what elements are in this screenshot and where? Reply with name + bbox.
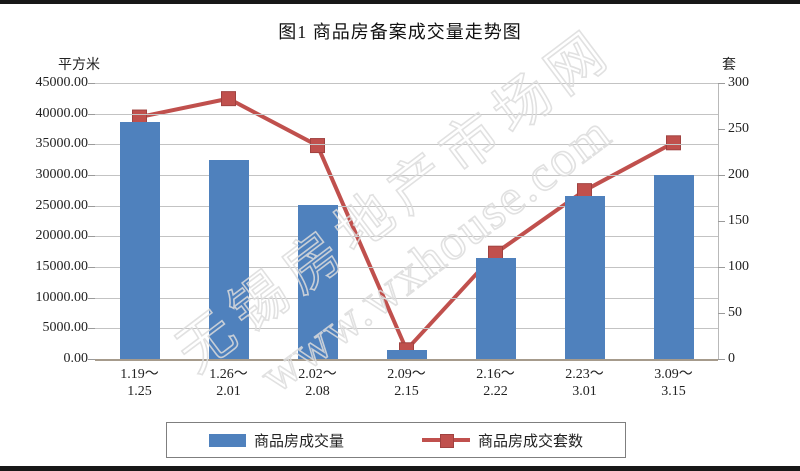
right-axis-tick-label: 300 xyxy=(728,75,749,90)
left-tick-mark xyxy=(88,175,95,176)
left-axis-tick-label: 0.00 xyxy=(63,351,89,366)
left-axis-tick-label: 25000.00 xyxy=(35,197,89,213)
legend-label: 商品房成交套数 xyxy=(478,433,584,450)
left-tick-mark xyxy=(88,328,95,330)
line-series xyxy=(132,91,681,358)
right-tick-mark xyxy=(718,267,725,268)
bar-1.26～2.01 xyxy=(208,159,249,359)
right-axis-tick-label: 50 xyxy=(728,305,742,320)
left-tick-mark xyxy=(88,113,95,115)
right-axis-unit-label: 套 xyxy=(722,58,736,73)
left-axis-tick-label: 20000.00 xyxy=(35,228,89,244)
x-axis-tick-labels: 1.19～ 1.25 1.26～ 2.01 2.02～ 2.08 2.09～ 2.15… xyxy=(95,366,718,400)
x-axis-tick-label: 2.09～ 2.15 xyxy=(387,367,426,399)
x-axis-tick-label: 2.02～ 2.08 xyxy=(298,367,337,399)
x-axis-tick-label: 2.16～ 2.22 xyxy=(476,367,515,399)
line-marker-1.26～2.01 xyxy=(221,91,236,107)
bar-2.02～2.08 xyxy=(297,205,338,359)
gridline xyxy=(95,205,718,207)
left-tick-mark xyxy=(88,144,95,146)
right-axis-tick-label: 250 xyxy=(728,121,749,136)
gridline xyxy=(95,297,718,299)
plot-area xyxy=(88,83,725,361)
gridline xyxy=(95,267,718,268)
left-axis-tick-label: 30000.00 xyxy=(35,167,89,182)
left-tick-mark xyxy=(88,205,95,207)
left-axis-unit-label: 平方米 xyxy=(58,58,100,73)
left-axis-tick-label: 35000.00 xyxy=(35,136,89,152)
line-marker-2.02～2.08 xyxy=(310,138,325,154)
page-edge-top xyxy=(0,0,800,4)
bar-3.09～3.15 xyxy=(653,175,694,359)
left-tick-mark xyxy=(88,236,95,238)
chart-title: 图1 商品房备案成交量走势图 xyxy=(278,22,522,42)
x-axis-line xyxy=(95,359,718,361)
left-tick-mark xyxy=(88,297,95,299)
left-axis-tick-label: 5000.00 xyxy=(42,320,89,336)
line-series-swatch-icon xyxy=(422,433,470,448)
legend-item-bar-series: 商品房成交量 xyxy=(208,430,344,451)
right-tick-mark xyxy=(718,359,725,360)
right-tick-mark xyxy=(718,221,725,222)
right-tick-mark xyxy=(718,313,725,314)
gridline xyxy=(95,113,718,115)
legend-item-line-series: 商品房成交套数 xyxy=(422,430,583,451)
bar-2.16～2.22 xyxy=(475,258,516,359)
left-tick-mark xyxy=(88,83,95,84)
left-tick-mark xyxy=(88,359,95,360)
right-axis-tick-label: 200 xyxy=(728,167,749,182)
x-axis-tick-label: 1.19～ 1.25 xyxy=(120,367,159,399)
bar-series-swatch-icon xyxy=(208,433,246,447)
right-axis-tick-label: 0 xyxy=(728,351,735,366)
left-axis-tick-label: 45000.00 xyxy=(35,75,89,90)
page-edge-bottom xyxy=(0,466,800,471)
gridline xyxy=(95,144,718,146)
bar-2.23～3.01 xyxy=(564,196,605,359)
left-axis-tick-label: 10000.00 xyxy=(35,289,89,305)
gridline xyxy=(95,175,718,176)
x-axis-tick-label: 3.09～ 3.15 xyxy=(654,367,693,399)
left-axis-tick-label: 15000.00 xyxy=(35,259,89,274)
right-axis-tick-label: 100 xyxy=(728,259,749,274)
right-tick-mark xyxy=(718,175,725,176)
gridline xyxy=(95,328,718,330)
x-axis-tick-label: 1.26～ 2.01 xyxy=(209,367,248,399)
x-axis-tick-label: 2.23～ 3.01 xyxy=(565,367,604,399)
legend: 商品房成交量 商品房成交套数 xyxy=(166,422,626,458)
bar-2.09～2.15 xyxy=(386,350,427,359)
left-axis-tick-label: 40000.00 xyxy=(35,105,89,121)
right-tick-mark xyxy=(718,83,725,84)
line-marker-3.09～3.15 xyxy=(666,135,681,151)
gridline xyxy=(95,236,718,238)
left-tick-mark xyxy=(88,267,95,268)
right-axis-tick-label: 150 xyxy=(728,213,749,228)
bar-1.19～1.25 xyxy=(119,121,160,359)
right-tick-mark xyxy=(718,129,725,130)
legend-label: 商品房成交量 xyxy=(253,433,344,450)
gridline xyxy=(95,83,718,84)
